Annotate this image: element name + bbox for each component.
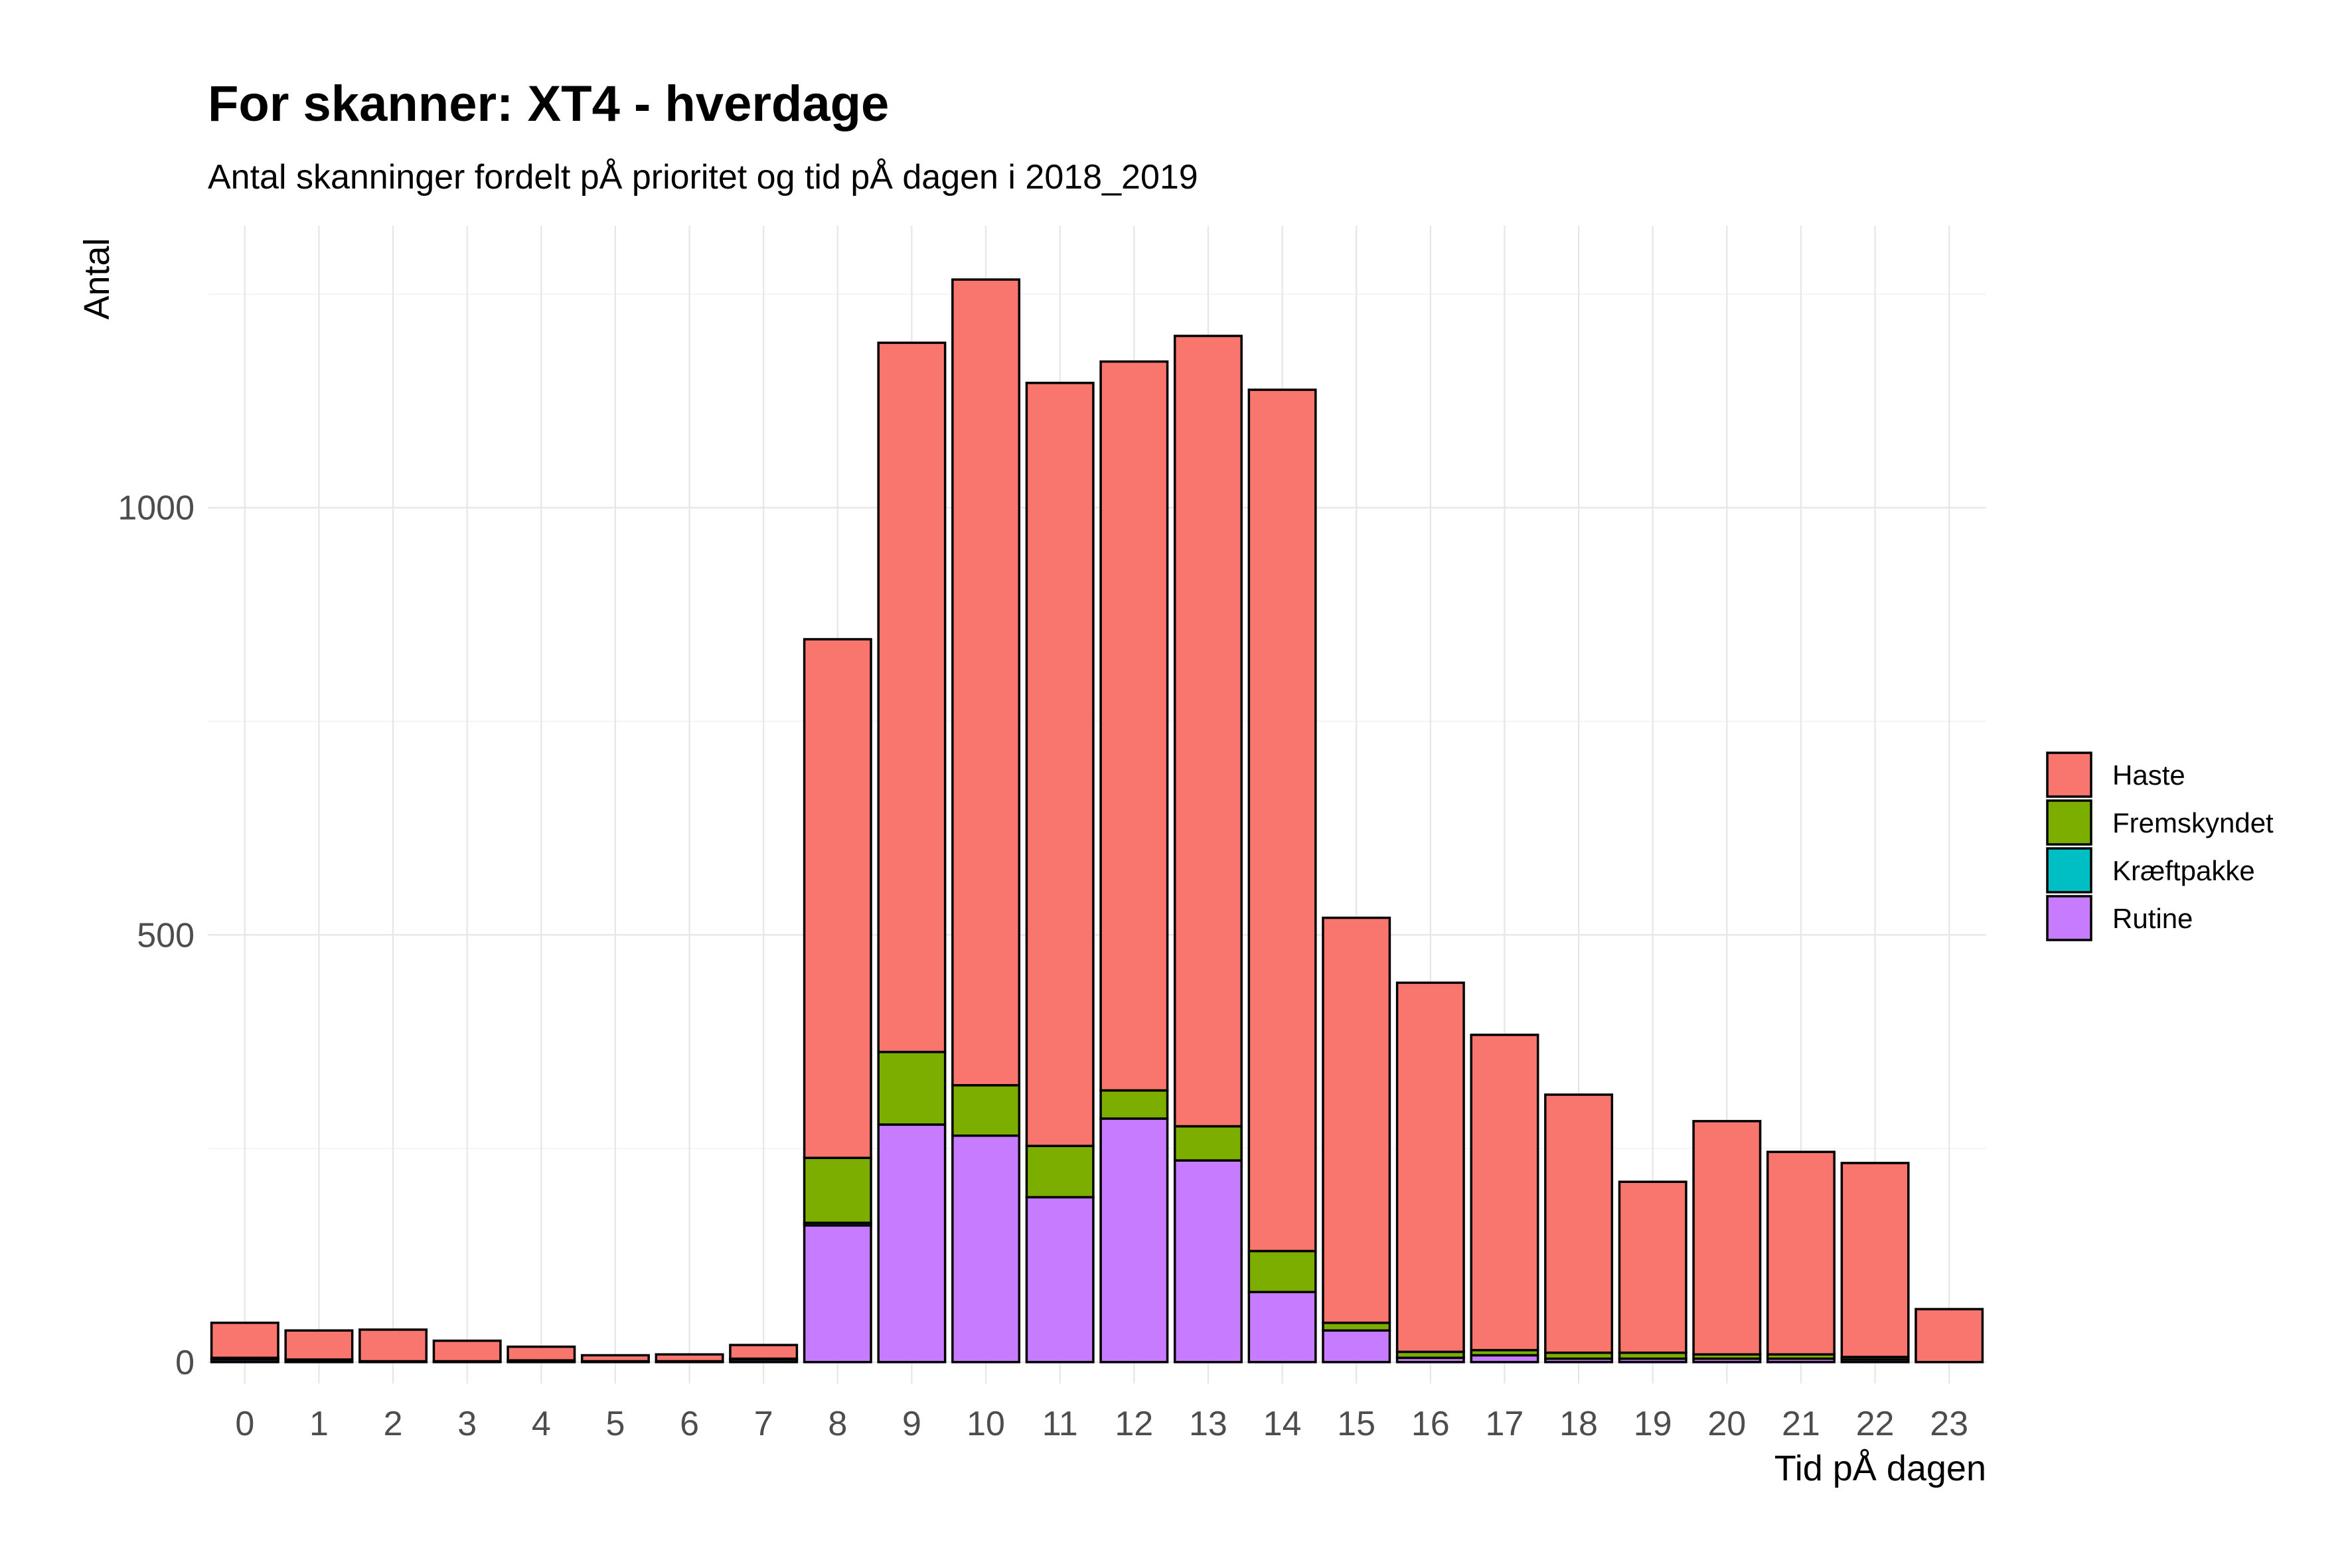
legend-key-rutine bbox=[2046, 895, 2092, 941]
bar-haste-23 bbox=[1915, 1308, 1984, 1364]
x-tick-label-19: 19 bbox=[1634, 1405, 1672, 1443]
bar-haste-11 bbox=[1025, 382, 1095, 1147]
bars bbox=[210, 278, 1984, 1364]
bar-haste-8 bbox=[803, 638, 872, 1159]
x-tick-label-9: 9 bbox=[902, 1405, 921, 1443]
x-tick-label-10: 10 bbox=[967, 1405, 1005, 1443]
bar-rutine-13 bbox=[1173, 1159, 1243, 1364]
x-tick-label-14: 14 bbox=[1263, 1405, 1302, 1443]
bar-fremskyndet-13 bbox=[1173, 1125, 1243, 1162]
bar-rutine-12 bbox=[1099, 1117, 1169, 1364]
x-tick-label-16: 16 bbox=[1411, 1405, 1450, 1443]
x-tick-label-17: 17 bbox=[1486, 1405, 1524, 1443]
bar-rutine-11 bbox=[1025, 1196, 1095, 1364]
legend-label-fremskyndet: Fremskyndet bbox=[2112, 807, 2274, 838]
bar-haste-20 bbox=[1692, 1120, 1762, 1356]
x-tick-label-13: 13 bbox=[1189, 1405, 1227, 1443]
x-tick-label-15: 15 bbox=[1337, 1405, 1375, 1443]
x-tick-label-0: 0 bbox=[235, 1405, 254, 1443]
legend-label-rutine: Rutine bbox=[2112, 903, 2193, 934]
x-tick-label-5: 5 bbox=[605, 1405, 625, 1443]
bar-fremskyndet-9 bbox=[877, 1050, 947, 1126]
bar-fremskyndet-10 bbox=[951, 1084, 1021, 1137]
bar-haste-0 bbox=[210, 1321, 279, 1360]
y-tick-label-0: 0 bbox=[175, 1344, 195, 1382]
x-tick-label-8: 8 bbox=[828, 1405, 847, 1443]
bar-haste-4 bbox=[507, 1345, 576, 1362]
y-axis-title: Antal bbox=[77, 238, 117, 319]
x-tick-label-20: 20 bbox=[1707, 1405, 1746, 1443]
legend-label-kræftpakke: Kræftpakke bbox=[2112, 855, 2255, 886]
x-tick-label-7: 7 bbox=[754, 1405, 773, 1443]
bar-rutine-14 bbox=[1247, 1291, 1317, 1364]
x-tick-label-23: 23 bbox=[1930, 1405, 1968, 1443]
bar-haste-17 bbox=[1470, 1034, 1539, 1352]
bar-haste-5 bbox=[580, 1354, 650, 1363]
bar-fremskyndet-8 bbox=[803, 1156, 872, 1224]
bar-haste-14 bbox=[1247, 388, 1317, 1253]
bar-haste-6 bbox=[655, 1353, 724, 1363]
bar-rutine-9 bbox=[877, 1123, 947, 1364]
x-axis-ticks: 0 1 2 3 4 5 6 7 8 9 10 11 12 13 14 15 16 17 18 19 20 21 22 23 bbox=[235, 1405, 1968, 1443]
legend-label-haste: Haste bbox=[2112, 759, 2185, 791]
bar-haste-13 bbox=[1173, 335, 1243, 1128]
chart-subtitle: Antal skanninger fordelt pÅ prioritet og… bbox=[208, 158, 1198, 196]
y-tick-label-1: 500 bbox=[137, 916, 195, 955]
x-tick-label-4: 4 bbox=[532, 1405, 551, 1443]
bar-haste-19 bbox=[1618, 1180, 1687, 1354]
x-tick-label-1: 1 bbox=[309, 1405, 329, 1443]
bar-haste-22 bbox=[1840, 1162, 1910, 1358]
bar-rutine-15 bbox=[1322, 1329, 1391, 1364]
bar-haste-12 bbox=[1099, 360, 1169, 1092]
x-tick-label-2: 2 bbox=[384, 1405, 403, 1443]
bar-haste-10 bbox=[951, 278, 1021, 1087]
legend-key-fremskyndet bbox=[2046, 799, 2092, 846]
bar-haste-16 bbox=[1395, 981, 1465, 1354]
bar-haste-18 bbox=[1544, 1093, 1614, 1354]
x-axis-title: Tid pÅ dagen bbox=[1774, 1449, 1986, 1488]
chart-title: For skanner: XT4 - hverdage bbox=[208, 76, 889, 132]
legend-key-kræftpakke bbox=[2046, 847, 2092, 894]
bar-fremskyndet-12 bbox=[1099, 1089, 1169, 1120]
legend: Haste Fremskyndet Kræftpakke Rutine bbox=[2046, 751, 2274, 941]
bar-haste-7 bbox=[729, 1344, 799, 1360]
bar-haste-1 bbox=[284, 1329, 354, 1361]
bar-rutine-8 bbox=[803, 1224, 872, 1364]
x-tick-label-3: 3 bbox=[457, 1405, 477, 1443]
x-tick-label-12: 12 bbox=[1115, 1405, 1153, 1443]
x-tick-label-18: 18 bbox=[1559, 1405, 1598, 1443]
x-tick-label-22: 22 bbox=[1856, 1405, 1895, 1443]
legend-key-haste bbox=[2046, 751, 2092, 798]
bar-fremskyndet-14 bbox=[1247, 1249, 1317, 1294]
x-tick-label-21: 21 bbox=[1782, 1405, 1820, 1443]
y-tick-label-2: 1000 bbox=[118, 489, 195, 528]
x-tick-label-6: 6 bbox=[680, 1405, 699, 1443]
x-tick-label-11: 11 bbox=[1042, 1405, 1078, 1443]
bar-haste-2 bbox=[358, 1328, 428, 1363]
bar-haste-3 bbox=[432, 1339, 502, 1363]
bar-haste-15 bbox=[1322, 916, 1391, 1324]
bar-rutine-10 bbox=[951, 1134, 1021, 1364]
bar-haste-9 bbox=[877, 341, 947, 1054]
bar-fremskyndet-11 bbox=[1025, 1144, 1095, 1199]
y-axis-ticks: 0 500 1000 bbox=[118, 489, 195, 1382]
bar-haste-21 bbox=[1766, 1150, 1836, 1356]
